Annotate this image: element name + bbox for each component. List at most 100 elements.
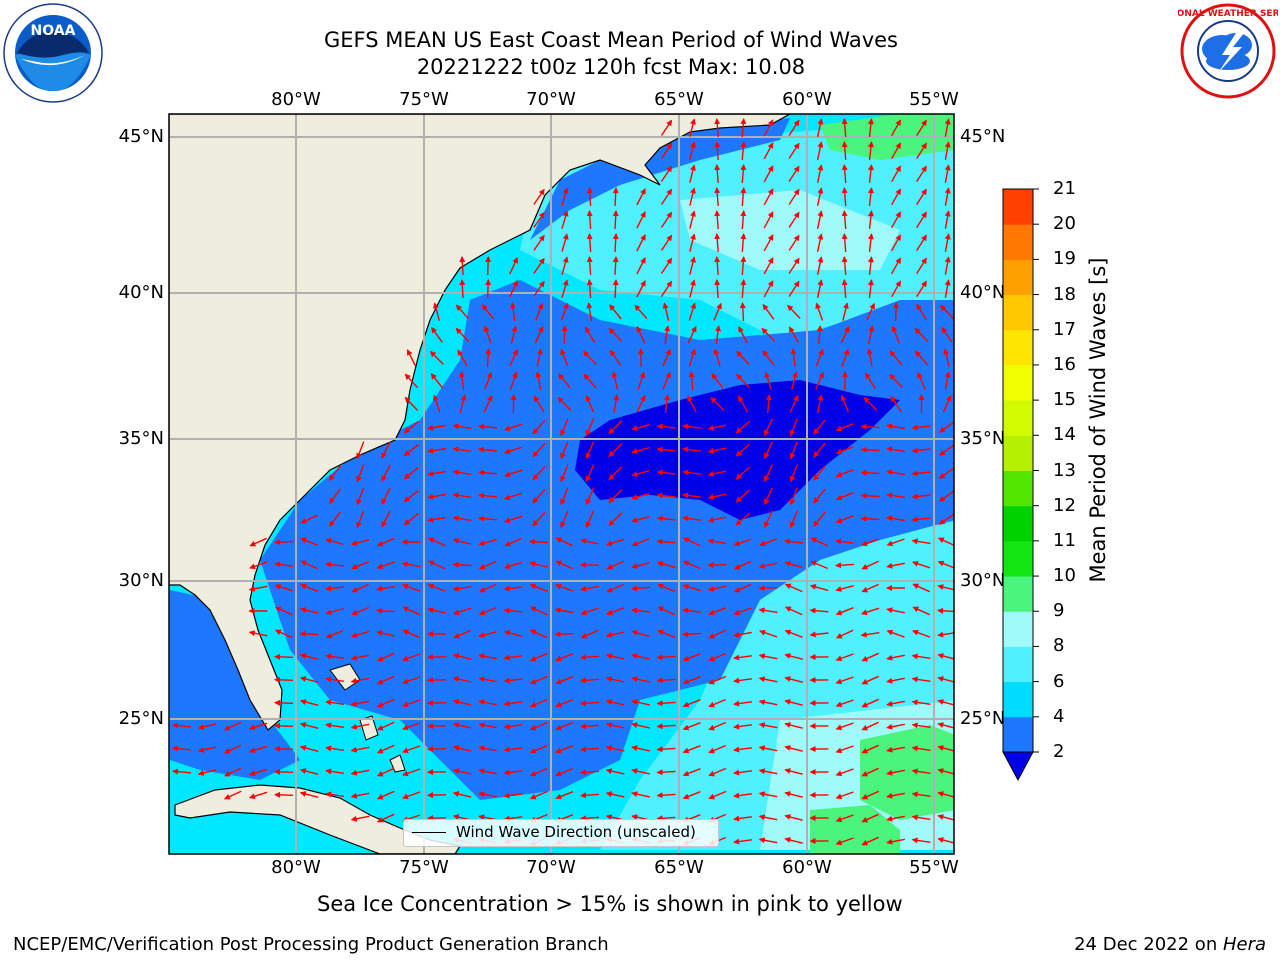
wind-arrow [944, 118, 951, 137]
wind-arrow [248, 722, 268, 731]
wind-arrow [350, 769, 370, 776]
wind-arrow [911, 538, 931, 545]
wind-arrow [809, 584, 829, 592]
wind-arrow [452, 607, 472, 616]
wind-arrow [835, 423, 854, 432]
wind-arrow [350, 723, 370, 730]
wind-arrow [860, 446, 880, 453]
wind-arrow [707, 493, 727, 500]
wind-arrow [660, 211, 673, 228]
wind-arrow [860, 631, 880, 638]
wind-arrow [660, 188, 673, 205]
wind-arrow [560, 510, 569, 529]
wind-arrow [733, 607, 752, 616]
wind-arrow [376, 721, 395, 731]
wind-arrow [555, 676, 574, 685]
wind-arrow [890, 257, 902, 275]
wind-arrow [886, 838, 905, 845]
wind-arrow [714, 233, 721, 253]
wind-arrow [427, 583, 446, 592]
wind-arrow [867, 233, 874, 252]
wind-arrow [325, 653, 345, 660]
wind-arrow [713, 348, 721, 367]
wind-arrow [890, 165, 902, 183]
wind-arrow [584, 326, 596, 344]
wind-arrow [376, 585, 396, 592]
wind-arrow [560, 302, 569, 321]
wind-arrow [788, 280, 800, 297]
wind-arrow [656, 746, 676, 753]
wind-arrow [816, 141, 824, 160]
wind-arrow [356, 487, 365, 506]
wind-arrow [861, 744, 879, 754]
wind-arrow [631, 629, 650, 638]
wind-arrow [350, 654, 370, 661]
wind-arrow [835, 469, 854, 478]
wind-arrow [249, 537, 267, 547]
colorbar-segment [1003, 470, 1033, 507]
wind-arrow [815, 371, 824, 390]
wind-arrow [631, 585, 651, 592]
wind-arrow [660, 234, 673, 251]
wind-arrow [580, 792, 600, 799]
wind-arrow [274, 561, 294, 568]
wind-arrow [937, 631, 954, 638]
colorbar-tick-label: 2 [1053, 741, 1065, 762]
wind-arrow [816, 279, 824, 298]
wind-arrow [656, 792, 676, 799]
wind-arrow [636, 280, 646, 298]
wind-arrow [478, 722, 497, 729]
wind-arrow [663, 394, 670, 413]
wind-arrow [586, 233, 593, 253]
wind-arrow [503, 815, 523, 822]
wind-arrow [503, 677, 523, 684]
wind-arrow [376, 561, 395, 570]
lon-label-bottom-65w: 65°W [654, 857, 704, 878]
wind-arrow [554, 631, 574, 638]
wind-arrow [631, 537, 650, 547]
colorbar-segment [1003, 681, 1033, 718]
wind-arrow [682, 607, 701, 614]
wind-arrow [689, 141, 696, 160]
wind-arrow [561, 325, 568, 345]
wind-arrow [835, 653, 854, 662]
wind-arrow [478, 469, 498, 476]
wind-arrow [478, 745, 497, 752]
wind-arrow [325, 791, 345, 798]
wind-arrow [376, 607, 396, 614]
wind-arrow [916, 280, 927, 297]
wind-arrow [529, 561, 548, 568]
wind-arrow [937, 837, 954, 844]
wind-arrow [583, 350, 597, 365]
wind-arrow [784, 791, 803, 798]
wind-arrow [631, 676, 650, 683]
wind-arrow [682, 676, 701, 685]
wind-arrow [835, 768, 854, 777]
wind-arrow [886, 562, 905, 569]
wind-arrow [529, 652, 548, 662]
colorbar-tick-label: 18 [1053, 283, 1076, 305]
wind-arrow [867, 164, 874, 183]
wind-arrow [682, 791, 701, 800]
wind-arrow [764, 464, 773, 483]
wind-arrow [840, 325, 850, 344]
wind-arrow [937, 722, 954, 729]
wind-arrow [560, 464, 569, 483]
wind-arrow [813, 488, 826, 504]
wind-arrow [403, 466, 419, 480]
wind-arrow [656, 446, 676, 453]
wind-arrow [912, 629, 931, 638]
period-zone-9-10-south [810, 805, 900, 854]
wind-arrow [713, 302, 722, 321]
wind-arrow [485, 348, 492, 368]
wind-arrow [916, 234, 927, 251]
wind-arrow [740, 164, 747, 184]
lon-label-bottom-60w: 60°W [782, 857, 832, 878]
wind-arrow [938, 444, 954, 456]
wind-arrow [503, 492, 523, 501]
wind-arrow [911, 493, 931, 500]
wind-arrow [784, 699, 803, 706]
wind-arrow [813, 511, 826, 527]
wind-arrow [580, 629, 599, 639]
wind-arrow [708, 767, 727, 777]
